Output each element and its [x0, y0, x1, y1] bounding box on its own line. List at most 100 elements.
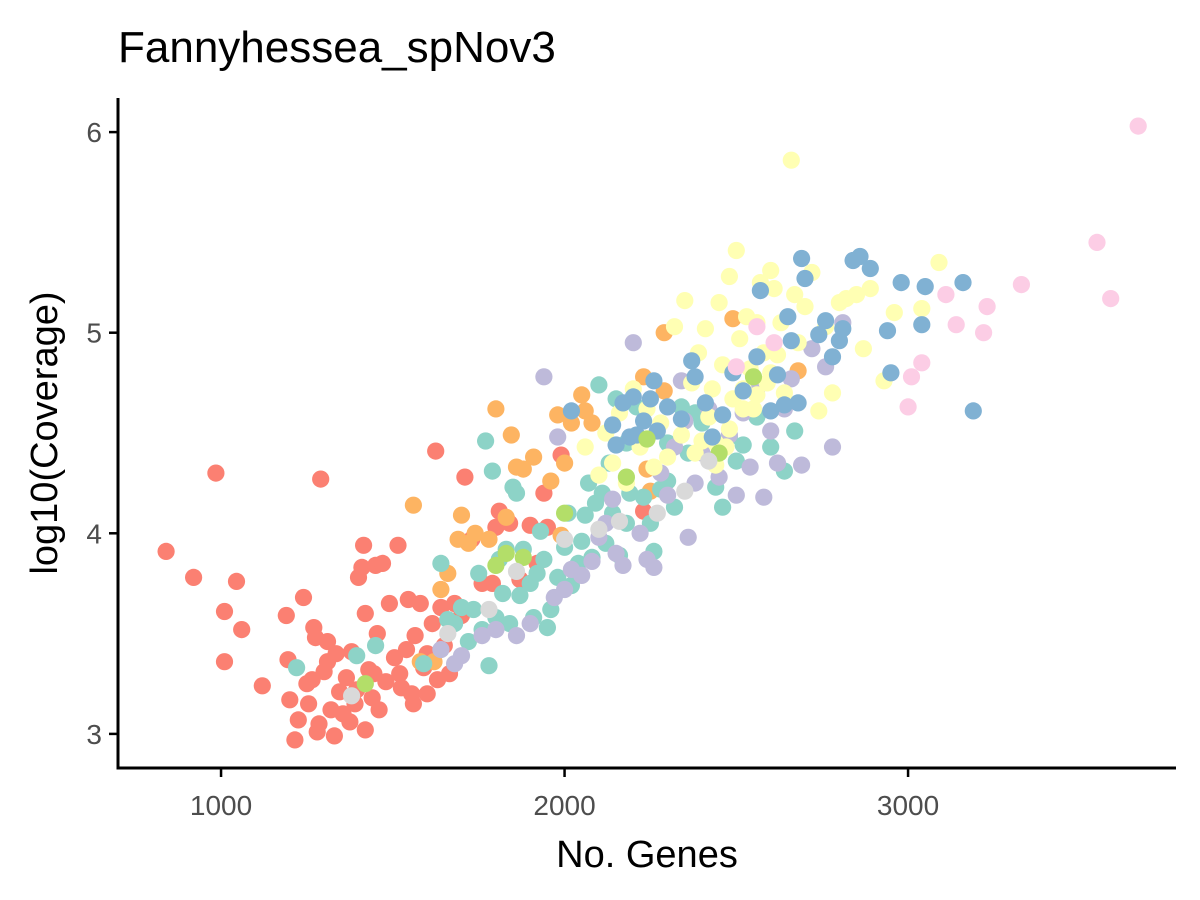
data-point	[356, 604, 374, 623]
data-point	[452, 647, 471, 665]
data-point	[714, 406, 732, 424]
data-point	[676, 482, 694, 500]
data-point	[439, 625, 457, 643]
data-point	[727, 452, 745, 470]
y-tick-label: 4	[86, 518, 102, 549]
data-point	[913, 316, 931, 334]
data-point	[683, 352, 701, 370]
data-point	[635, 412, 653, 430]
data-point	[720, 267, 739, 286]
data-point	[397, 641, 416, 659]
data-point	[432, 580, 450, 599]
data-point	[456, 468, 474, 486]
data-point	[325, 727, 343, 745]
data-point	[507, 627, 526, 645]
data-point	[714, 498, 732, 516]
data-point	[227, 572, 246, 591]
data-point	[521, 615, 539, 633]
data-point	[590, 376, 608, 394]
data-point	[885, 304, 903, 322]
data-point	[487, 556, 505, 575]
data-point	[672, 398, 691, 416]
data-point	[404, 496, 422, 514]
data-point	[556, 454, 574, 472]
data-point	[779, 308, 797, 326]
data-point	[648, 504, 666, 522]
data-point	[734, 400, 752, 418]
data-point	[834, 320, 852, 338]
data-point	[734, 382, 752, 400]
data-point	[353, 558, 371, 577]
data-point	[861, 259, 879, 278]
data-point	[703, 428, 721, 446]
data-point	[762, 422, 780, 440]
data-point	[782, 151, 800, 169]
data-point	[289, 711, 307, 729]
data-point	[624, 334, 642, 352]
data-point	[878, 322, 897, 340]
data-point	[556, 504, 574, 522]
data-point	[614, 556, 632, 575]
data-point	[337, 669, 355, 687]
data-point	[823, 438, 842, 456]
data-point	[710, 294, 728, 312]
data-point	[793, 249, 811, 268]
data-point	[525, 448, 543, 466]
y-tick-label: 3	[86, 719, 102, 750]
data-point	[978, 298, 996, 316]
data-point	[607, 436, 625, 454]
data-point	[930, 253, 948, 272]
data-point	[748, 386, 766, 404]
data-point	[207, 464, 225, 482]
y-tick-label: 5	[86, 318, 102, 349]
data-point	[576, 506, 594, 524]
data-point	[604, 490, 622, 508]
data-point	[727, 358, 745, 376]
data-point	[676, 292, 694, 310]
data-point	[913, 354, 931, 372]
data-point	[370, 701, 388, 719]
data-point	[810, 326, 828, 344]
data-point	[514, 460, 532, 478]
data-point	[356, 721, 374, 739]
data-point	[535, 550, 553, 569]
data-point	[576, 438, 594, 456]
data-point	[573, 386, 591, 404]
data-point	[700, 408, 718, 426]
data-point	[411, 594, 429, 613]
data-point	[679, 528, 697, 546]
data-point	[404, 695, 422, 713]
data-point	[318, 633, 337, 651]
data-point	[318, 653, 337, 671]
data-point	[253, 677, 271, 695]
data-point	[854, 340, 873, 358]
data-point	[215, 653, 234, 671]
data-point	[775, 396, 794, 414]
data-point	[727, 241, 745, 260]
data-point	[432, 641, 450, 659]
data-point	[373, 554, 392, 573]
data-point	[696, 394, 715, 412]
data-point	[573, 532, 591, 550]
data-point	[418, 685, 436, 703]
data-point	[755, 488, 773, 506]
chart-title: Fannyhessea_spNov3	[118, 23, 556, 72]
points-layer	[157, 117, 1147, 749]
data-point	[861, 280, 879, 298]
data-point	[913, 300, 931, 318]
data-point	[823, 384, 842, 402]
data-point	[665, 318, 684, 336]
data-point	[847, 286, 866, 304]
data-point	[497, 544, 515, 563]
data-point	[851, 247, 869, 266]
data-point	[696, 320, 715, 338]
data-point	[817, 312, 835, 330]
data-point	[686, 444, 704, 462]
data-point	[964, 402, 982, 420]
data-point	[782, 370, 800, 388]
data-point	[659, 448, 677, 466]
data-point	[796, 269, 814, 288]
data-point	[341, 713, 359, 731]
data-point	[308, 723, 326, 741]
